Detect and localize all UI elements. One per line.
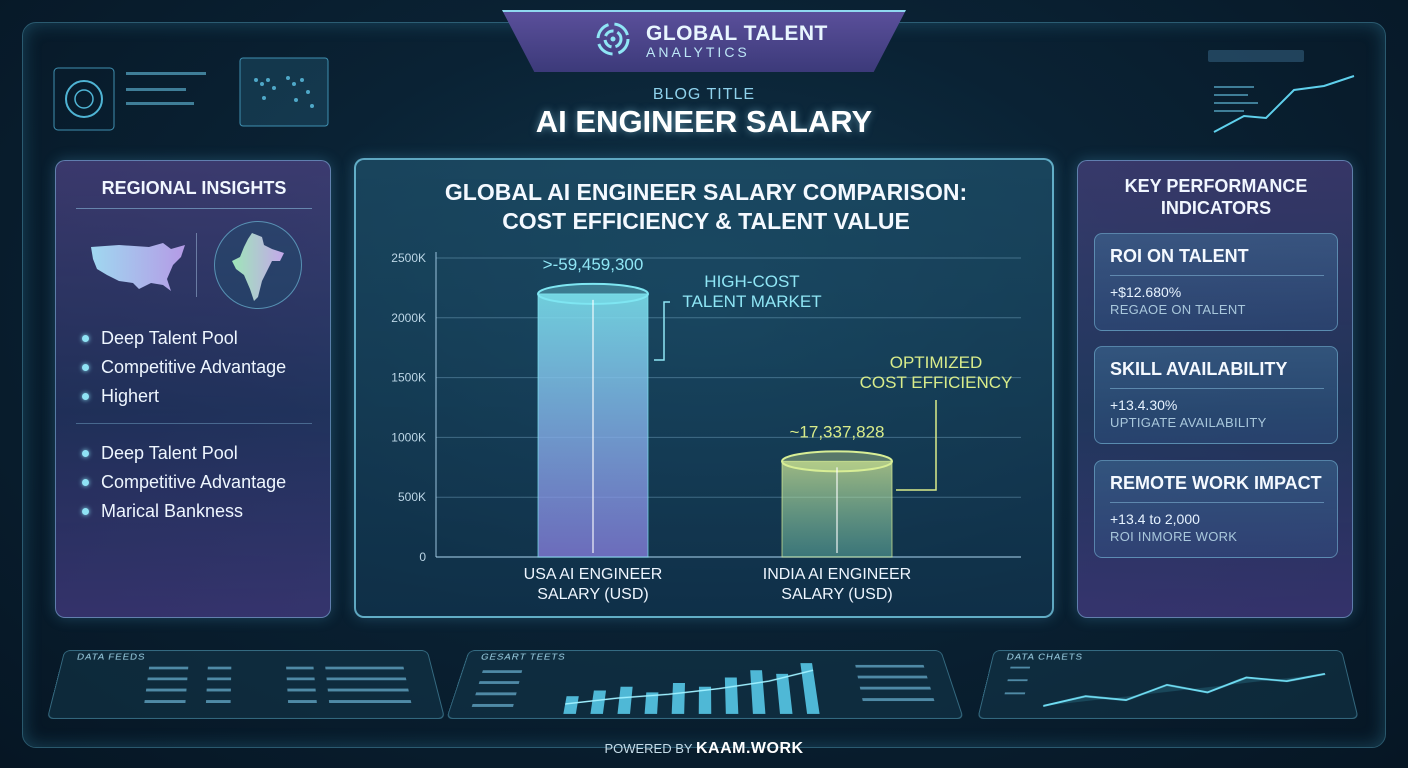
list-item: Competitive Advantage bbox=[82, 353, 286, 382]
annotation-connector-1 bbox=[896, 400, 937, 491]
regional-list-b: Deep Talent Pool Competitive Advantage M… bbox=[82, 439, 286, 526]
chart-title-line1: GLOBAL AI ENGINEER SALARY COMPARISON: bbox=[444, 179, 968, 205]
category-label-1: INDIA AI ENGINEER bbox=[763, 566, 911, 583]
divider bbox=[1110, 502, 1324, 503]
brand-logo-icon bbox=[596, 22, 630, 56]
y-tick-label: 1000K bbox=[391, 430, 426, 444]
footer-brand: KAAM.WORK bbox=[695, 740, 804, 757]
kpi-value: +13.4.30% bbox=[1110, 397, 1178, 413]
salary-bar-chart: 0 500K 1000K 1500K 2000K 2500K >-59,459,300 USA… bbox=[391, 251, 1021, 603]
category-label-1: SALARY (USD) bbox=[781, 586, 892, 603]
list-item: Marical Bankness bbox=[82, 497, 286, 526]
chart-title: GLOBAL AI ENGINEER SALARY COMPARISON: CO… bbox=[356, 178, 1056, 236]
kpi-panel: KEY PERFORMANCE INDICATORS ROI ON TALENT… bbox=[1077, 160, 1353, 618]
annotation-0: HIGH-COST bbox=[704, 272, 799, 291]
annotation-1: COST EFFICIENCY bbox=[860, 373, 1013, 392]
blog-label: BLOG TITLE bbox=[652, 86, 756, 103]
regional-insights-panel: REGIONAL INSIGHTS Deep Talent Pool Compe… bbox=[55, 160, 331, 618]
data-charts-decoration bbox=[1004, 666, 1360, 720]
y-tick-label: 2000K bbox=[391, 311, 426, 325]
y-tick-label: 1500K bbox=[391, 371, 426, 385]
salary-chart-panel: GLOBAL AI ENGINEER SALARY COMPARISON: CO… bbox=[354, 158, 1054, 618]
regional-list-a: Deep Talent Pool Competitive Advantage H… bbox=[82, 324, 286, 411]
y-tick-label: 500K bbox=[398, 490, 426, 504]
data-feeds-decoration bbox=[144, 666, 412, 703]
list-item: Highert bbox=[82, 382, 286, 411]
brand-name: GLOBAL TALENT bbox=[646, 22, 828, 45]
kpi-title: REMOTE WORK IMPACT bbox=[1110, 473, 1322, 493]
divider bbox=[1110, 388, 1324, 389]
list-item: Competitive Advantage bbox=[82, 468, 286, 497]
category-label-0: USA AI ENGINEER bbox=[524, 566, 663, 583]
data-label-0: >-59,459,300 bbox=[543, 255, 644, 274]
list-item: Deep Talent Pool bbox=[82, 439, 286, 468]
kpi-card-roi: ROI ON TALENT +$12.680% REGAOE ON TALENT bbox=[1094, 233, 1338, 331]
kpi-title: SKILL AVAILABILITY bbox=[1110, 359, 1288, 379]
kpi-value: +13.4 to 2,000 bbox=[1110, 511, 1200, 527]
kpi-panel-title-line2: INDICATORS bbox=[1160, 198, 1272, 218]
footer: POWERED BY KAAM.WORK bbox=[0, 740, 1408, 758]
line-chart-decoration bbox=[1208, 50, 1355, 133]
data-label-1: ~17,337,828 bbox=[789, 422, 884, 441]
financial-widget-decoration bbox=[53, 57, 329, 131]
category-label-0: SALARY (USD) bbox=[537, 586, 648, 603]
india-map-icon bbox=[232, 233, 284, 301]
chart-title-line2: COST EFFICIENCY & TALENT VALUE bbox=[502, 208, 910, 234]
y-tick-label: 0 bbox=[419, 550, 426, 564]
divider bbox=[1110, 275, 1324, 276]
kpi-value: +$12.680% bbox=[1110, 284, 1182, 300]
annotation-1: OPTIMIZED bbox=[890, 353, 983, 372]
map-divider bbox=[196, 233, 197, 297]
divider bbox=[76, 423, 312, 424]
y-tick-label: 2500K bbox=[391, 251, 426, 265]
data-feeds-widget: DATA FEEDS bbox=[46, 650, 446, 719]
divider bbox=[76, 208, 312, 209]
kpi-panel-title-line1: KEY PERFORMANCE bbox=[1124, 176, 1308, 196]
bar-trend-widget: GESART TEETS bbox=[446, 650, 964, 719]
regional-insights-title: REGIONAL INSIGHTS bbox=[101, 178, 287, 198]
kpi-title: ROI ON TALENT bbox=[1110, 246, 1249, 266]
annotation-connector-0 bbox=[654, 301, 670, 361]
annotation-0: TALENT MARKET bbox=[682, 292, 821, 311]
powered-by-label: POWERED BY bbox=[604, 741, 693, 756]
kpi-label: UPTIGATE AVAILABILITY bbox=[1110, 415, 1267, 430]
page-title: AI ENGINEER SALARY bbox=[535, 104, 873, 139]
kpi-label: REGAOE ON TALENT bbox=[1110, 302, 1246, 317]
data-charts-widget: DATA CHAETS bbox=[977, 650, 1359, 719]
list-item: Deep Talent Pool bbox=[82, 324, 286, 353]
bar-trend-decoration bbox=[471, 663, 935, 714]
brand-subtitle: ANALYTICS bbox=[646, 44, 750, 60]
kpi-label: ROI INMORE WORK bbox=[1110, 529, 1238, 544]
kpi-card-skill: SKILL AVAILABILITY +13.4.30% UPTIGATE AV… bbox=[1094, 346, 1338, 444]
usa-map-icon bbox=[91, 243, 185, 291]
kpi-card-remote: REMOTE WORK IMPACT +13.4 to 2,000 ROI IN… bbox=[1094, 460, 1338, 558]
header-plate bbox=[502, 10, 906, 72]
kpi-panel-title: KEY PERFORMANCE INDICATORS bbox=[1078, 175, 1354, 219]
